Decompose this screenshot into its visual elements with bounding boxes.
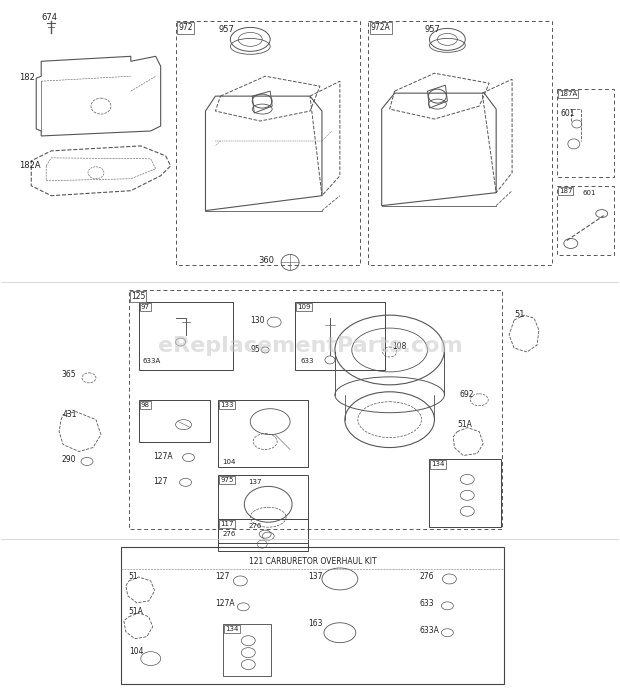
Text: eReplacementParts.com: eReplacementParts.com xyxy=(157,336,463,356)
Bar xyxy=(223,624,271,676)
Text: 121 CARBURETOR OVERHAUL KIT: 121 CARBURETOR OVERHAUL KIT xyxy=(249,557,376,566)
Text: 972: 972 xyxy=(179,24,193,33)
Text: 51: 51 xyxy=(514,310,525,319)
Bar xyxy=(295,302,384,370)
Text: 633: 633 xyxy=(300,358,314,364)
Text: 51: 51 xyxy=(129,572,138,581)
Text: 692: 692 xyxy=(459,389,474,398)
Bar xyxy=(557,89,614,177)
Text: 97: 97 xyxy=(141,304,150,310)
Text: 633A: 633A xyxy=(143,358,161,364)
Bar xyxy=(139,302,233,370)
Text: 601: 601 xyxy=(561,109,575,118)
Text: 104: 104 xyxy=(223,459,236,466)
Text: 957: 957 xyxy=(218,26,234,35)
Bar xyxy=(557,186,614,256)
Text: 601: 601 xyxy=(583,190,596,195)
Text: 133: 133 xyxy=(220,402,234,407)
Text: 972A: 972A xyxy=(371,24,391,33)
Text: 276: 276 xyxy=(420,572,434,581)
Text: 975: 975 xyxy=(220,477,234,484)
Text: 187: 187 xyxy=(559,188,572,194)
Text: 134: 134 xyxy=(432,462,445,468)
Bar xyxy=(218,519,308,551)
Text: 125: 125 xyxy=(131,292,145,301)
Text: 137: 137 xyxy=(248,480,262,485)
Text: 633A: 633A xyxy=(420,626,440,635)
Text: 674: 674 xyxy=(41,13,57,22)
Text: 130: 130 xyxy=(250,316,265,325)
Text: 633: 633 xyxy=(420,599,434,608)
Text: 187A: 187A xyxy=(559,91,577,97)
Text: 51A: 51A xyxy=(129,607,144,616)
Text: 127: 127 xyxy=(153,477,167,486)
Bar xyxy=(129,290,502,529)
Bar xyxy=(368,21,552,265)
Text: 108: 108 xyxy=(392,342,407,351)
Bar xyxy=(175,21,360,265)
Text: 290: 290 xyxy=(61,455,76,464)
Text: 182A: 182A xyxy=(19,161,41,170)
Bar xyxy=(218,400,308,468)
Text: 127A: 127A xyxy=(215,599,235,608)
Text: 51A: 51A xyxy=(458,420,472,429)
Text: 109: 109 xyxy=(297,304,311,310)
Bar xyxy=(139,400,210,441)
Text: 98: 98 xyxy=(141,402,150,407)
Text: 104: 104 xyxy=(129,647,143,656)
Bar xyxy=(218,475,308,543)
Text: 137: 137 xyxy=(308,572,322,581)
Text: 276: 276 xyxy=(248,523,262,529)
Text: 182: 182 xyxy=(19,73,35,82)
Text: 365: 365 xyxy=(61,370,76,379)
Text: 127A: 127A xyxy=(153,452,172,461)
Bar xyxy=(430,459,501,527)
Bar xyxy=(121,547,504,685)
Text: 957: 957 xyxy=(425,26,440,35)
Text: 276: 276 xyxy=(223,531,236,537)
Text: 360: 360 xyxy=(259,256,274,265)
Text: 95: 95 xyxy=(250,345,260,354)
Text: 117: 117 xyxy=(220,521,234,527)
Text: 163: 163 xyxy=(308,619,322,628)
Text: 431: 431 xyxy=(63,410,78,419)
Text: 134: 134 xyxy=(226,626,239,632)
Text: 127: 127 xyxy=(215,572,230,581)
